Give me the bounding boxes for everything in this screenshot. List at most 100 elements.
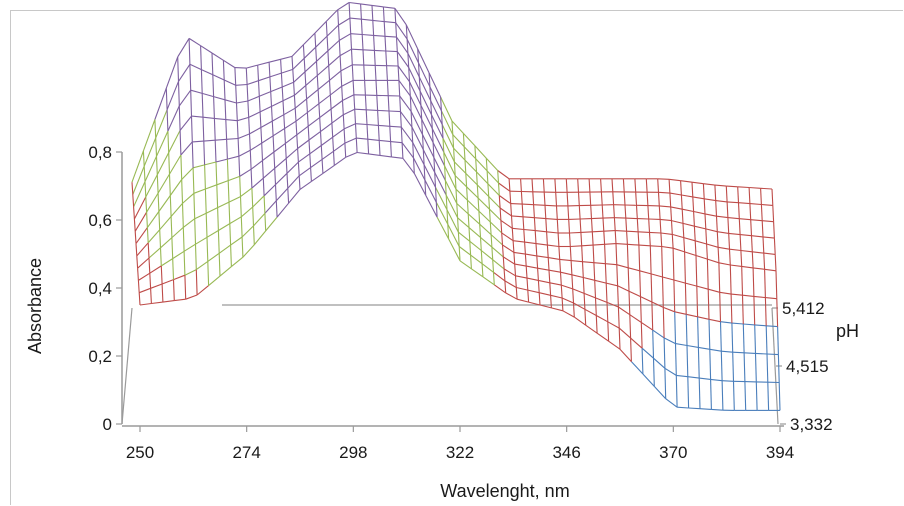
surface-line-along-ph [527,290,530,303]
surface-line-along-x [500,219,513,229]
surface-line-along-ph [287,188,290,204]
surface-line-along-ph [340,70,343,87]
surface-line-along-x [446,209,459,233]
surface-line-along-x [180,141,193,156]
surface-line-along-x [595,297,608,303]
surface-line-along-x [259,91,271,97]
surface-line-along-ph [193,193,196,219]
surface-line-along-ph [694,240,697,256]
x-tick-label: 394 [766,443,794,462]
surface-line-along-x [454,161,467,174]
surface-line-along-x [630,361,644,375]
surface-line-along-x [464,159,477,173]
surface-line-along-ph [280,59,282,74]
surface-line-along-x [628,290,641,298]
surface-line-along-x [533,204,546,206]
surface-line-along-ph [328,80,331,96]
surface-line-along-ph [542,178,545,193]
surface-line-along-ph [520,178,522,192]
surface-line-along-ph [319,131,322,146]
surface-line-along-x [206,230,219,238]
surface-line-along-ph [395,37,398,52]
surface-line-along-ph [344,143,347,158]
surface-line-along-ph [497,170,500,184]
surface-line-along-x [328,55,341,67]
surface-line-along-ph [617,306,620,329]
surface-line-along-x [663,337,676,345]
surface-line-along-x [681,194,693,198]
surface-line-along-ph [729,264,732,295]
surface-line-along-ph [281,86,284,101]
surface-line-along-ph [286,173,289,189]
surface-line-along-ph [168,174,171,196]
surface-line-along-x [477,197,490,210]
surface-line-along-ph [408,81,411,96]
surface-line-along-ph [398,80,401,97]
surface-line-along-x [762,220,774,223]
surface-line-along-ph [410,111,413,127]
surface-line-along-ph [524,242,526,255]
surface-line-along-ph [156,174,159,194]
surface-line-along-ph [765,325,768,355]
surface-line-along-x [534,217,546,220]
surface-line-along-ph [239,176,242,197]
surface-line-along-ph [293,82,295,96]
surface-line-along-x [161,258,173,267]
surface-line-along-x [584,308,597,316]
surface-line-along-ph [555,192,558,206]
surface-line-along-ph [201,93,204,118]
surface-line-along-ph [613,204,615,218]
surface-line-along-ph [697,347,700,379]
z-tick-label: 3,332 [790,415,833,434]
surface-line-along-ph [594,280,597,298]
surface-line-along-x [320,136,334,146]
surface-line-along-x [281,81,294,88]
y-axis-title: Absorbance [25,258,45,354]
surface-line-along-ph [547,257,550,271]
surface-line-along-x [156,152,170,175]
surface-line-along-x [503,268,516,277]
surface-line-along-x [409,95,423,120]
surface-line-along-ph [302,44,305,59]
x-tick-label: 274 [232,443,260,462]
surface-line-along-ph [681,209,684,224]
surface-line-along-ph [245,68,248,85]
surface-line-along-ph [434,172,437,188]
surface-line-along-x [355,123,368,126]
surface-line-along-ph [167,131,170,153]
surface-line-along-x [615,243,628,245]
surface-line-along-x [657,178,670,180]
surface-line-along-ph [595,315,598,334]
surface-line-along-ph [386,65,388,81]
surface-line-along-x [660,232,673,235]
surface-line-along-x [272,114,285,122]
surface-line-along-ph [537,268,539,281]
surface-line-along-ph [365,109,368,125]
surface-line-along-ph [628,291,631,315]
surface-line-along-ph [686,345,689,377]
surface-line-along-x [481,263,494,273]
surface-line-along-x [764,268,777,272]
surface-line-along-x [305,75,318,86]
surface-line-along-x [550,294,563,299]
surface-line-along-ph [158,211,161,230]
surface-line-along-ph [775,270,778,299]
surface-line-along-x [168,130,181,153]
surface-line-along-ph [367,139,370,154]
surface-line-along-x [288,189,301,204]
surface-line-along-x [135,227,148,244]
surface-line-along-ph [234,67,237,86]
surface-line-along-ph [504,280,507,293]
surface-line-along-x [522,203,534,206]
surface-line-along-ph [261,160,264,179]
surface-line-along-ph [777,326,779,355]
surface-line-along-ph [592,245,595,263]
surface-line-along-ph [479,237,482,251]
surface-line-along-x [320,122,333,133]
surface-line-along-ph [226,139,228,160]
surface-line-along-x [683,237,696,242]
surface-line-along-ph [488,209,491,223]
surface-line-along-ph [149,273,152,289]
floor-depth-line [121,307,133,425]
surface-line-along-ph [247,100,250,118]
